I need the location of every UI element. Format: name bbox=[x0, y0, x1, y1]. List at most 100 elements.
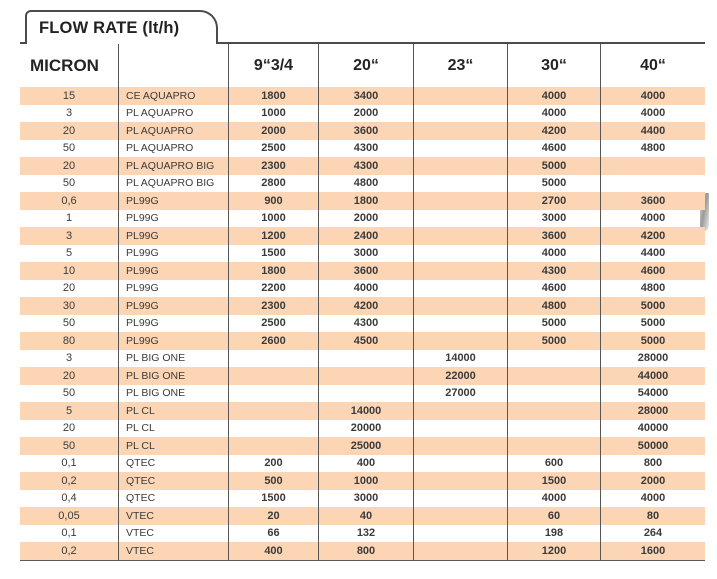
value-cell bbox=[413, 454, 507, 472]
value-cell bbox=[318, 349, 413, 367]
table-row: 50 PL CL 25000 50000 bbox=[20, 437, 705, 455]
value-cell bbox=[413, 139, 507, 157]
product-cell: PL BIG ONE bbox=[118, 367, 228, 385]
value-cell bbox=[413, 174, 507, 192]
value-cell: 1000 bbox=[318, 472, 413, 490]
value-cell: 600 bbox=[507, 454, 600, 472]
product-cell: VTEC bbox=[118, 507, 228, 525]
value-cell: 4300 bbox=[318, 139, 413, 157]
value-cell: 800 bbox=[600, 454, 705, 472]
value-cell: 14000 bbox=[413, 349, 507, 367]
header-cell: 9“3/4 bbox=[228, 44, 318, 87]
product-cell: PL99G bbox=[118, 297, 228, 315]
product-cell: PL AQUAPRO BIG bbox=[118, 174, 228, 192]
value-cell bbox=[507, 419, 600, 437]
header-cell: 20“ bbox=[318, 44, 413, 87]
value-cell: 1800 bbox=[228, 262, 318, 280]
product-cell: VTEC bbox=[118, 524, 228, 542]
value-cell bbox=[413, 192, 507, 210]
micron-cell: 20 bbox=[62, 422, 76, 435]
value-cell: 2600 bbox=[228, 332, 318, 350]
value-cell: 4200 bbox=[318, 297, 413, 315]
value-cell bbox=[413, 297, 507, 315]
value-cell: 3600 bbox=[318, 262, 413, 280]
micron-cell: 20 bbox=[62, 124, 76, 137]
value-cell: 4000 bbox=[600, 87, 705, 105]
value-cell: 4800 bbox=[600, 279, 705, 297]
table-row: 20 PL BIG ONE 22000 44000 bbox=[20, 367, 705, 385]
value-cell bbox=[413, 472, 507, 490]
value-cell bbox=[228, 419, 318, 437]
value-cell: 5000 bbox=[507, 314, 600, 332]
value-cell: 54000 bbox=[600, 384, 705, 402]
value-cell bbox=[413, 314, 507, 332]
value-cell bbox=[600, 157, 705, 175]
value-cell: 3400 bbox=[318, 87, 413, 105]
value-cell: 2300 bbox=[228, 157, 318, 175]
value-cell: 2000 bbox=[318, 104, 413, 122]
product-cell: PL AQUAPRO BIG bbox=[118, 157, 228, 175]
value-cell: 500 bbox=[228, 472, 318, 490]
value-cell bbox=[413, 104, 507, 122]
value-cell: 4000 bbox=[507, 244, 600, 262]
table-row: 0,2 QTEC 500 1000 1500 2000 bbox=[20, 472, 705, 490]
value-cell: 1000 bbox=[228, 104, 318, 122]
product-cell: QTEC bbox=[118, 489, 228, 507]
micron-cell: 50 bbox=[62, 142, 76, 155]
page-curl-artifact bbox=[700, 193, 709, 232]
header-cell bbox=[118, 44, 228, 87]
value-cell bbox=[507, 402, 600, 420]
value-cell: 4500 bbox=[318, 332, 413, 350]
value-cell: 2400 bbox=[318, 227, 413, 245]
product-cell: VTEC bbox=[118, 542, 228, 560]
value-cell bbox=[413, 209, 507, 227]
value-cell: 4600 bbox=[507, 279, 600, 297]
product-cell: PL AQUAPRO bbox=[118, 139, 228, 157]
value-cell bbox=[413, 227, 507, 245]
product-cell: PL BIG ONE bbox=[118, 349, 228, 367]
value-cell bbox=[413, 244, 507, 262]
value-cell: 20000 bbox=[318, 419, 413, 437]
value-cell: 20 bbox=[228, 507, 318, 525]
value-cell: 27000 bbox=[413, 384, 507, 402]
value-cell: 4000 bbox=[507, 87, 600, 105]
value-cell: 1500 bbox=[228, 489, 318, 507]
micron-cell: 0,05 bbox=[58, 509, 80, 522]
micron-cell: 30 bbox=[62, 299, 76, 312]
value-cell bbox=[413, 402, 507, 420]
product-cell: PL99G bbox=[118, 279, 228, 297]
value-cell: 3600 bbox=[600, 192, 705, 210]
value-cell: 4000 bbox=[318, 279, 413, 297]
value-cell: 50000 bbox=[600, 437, 705, 455]
value-cell: 4000 bbox=[600, 104, 705, 122]
product-cell: PL CL bbox=[118, 419, 228, 437]
table-row: 3 PL AQUAPRO 1000 2000 4000 4000 bbox=[20, 104, 705, 122]
micron-cell: 20 bbox=[62, 159, 76, 172]
micron-cell: 15 bbox=[62, 89, 76, 102]
table-row: 20 PL99G 2200 4000 4600 4800 bbox=[20, 279, 705, 297]
table-row: 50 PL AQUAPRO BIG 2800 4800 5000 bbox=[20, 174, 705, 192]
value-cell: 2000 bbox=[228, 122, 318, 140]
flow-rate-tab-label: FLOW RATE (lt/h) bbox=[39, 18, 180, 37]
value-cell: 3000 bbox=[318, 489, 413, 507]
value-cell bbox=[413, 437, 507, 455]
value-cell: 2500 bbox=[228, 314, 318, 332]
value-cell bbox=[228, 384, 318, 402]
value-cell: 5000 bbox=[600, 297, 705, 315]
value-cell: 1200 bbox=[507, 542, 600, 560]
product-cell: PL BIG ONE bbox=[118, 384, 228, 402]
value-cell: 1500 bbox=[228, 244, 318, 262]
value-cell: 5000 bbox=[507, 157, 600, 175]
table-row: 10 PL99G 1800 3600 4300 4600 bbox=[20, 262, 705, 280]
value-cell bbox=[413, 122, 507, 140]
value-cell bbox=[413, 507, 507, 525]
value-cell bbox=[507, 367, 600, 385]
table-row: 20 PL AQUAPRO BIG 2300 4300 5000 bbox=[20, 157, 705, 175]
product-cell: PL99G bbox=[118, 244, 228, 262]
value-cell bbox=[413, 332, 507, 350]
micron-cell: 0,1 bbox=[61, 527, 77, 540]
micron-cell: 20 bbox=[62, 369, 76, 382]
value-cell bbox=[413, 419, 507, 437]
value-cell bbox=[413, 524, 507, 542]
value-cell: 14000 bbox=[318, 402, 413, 420]
